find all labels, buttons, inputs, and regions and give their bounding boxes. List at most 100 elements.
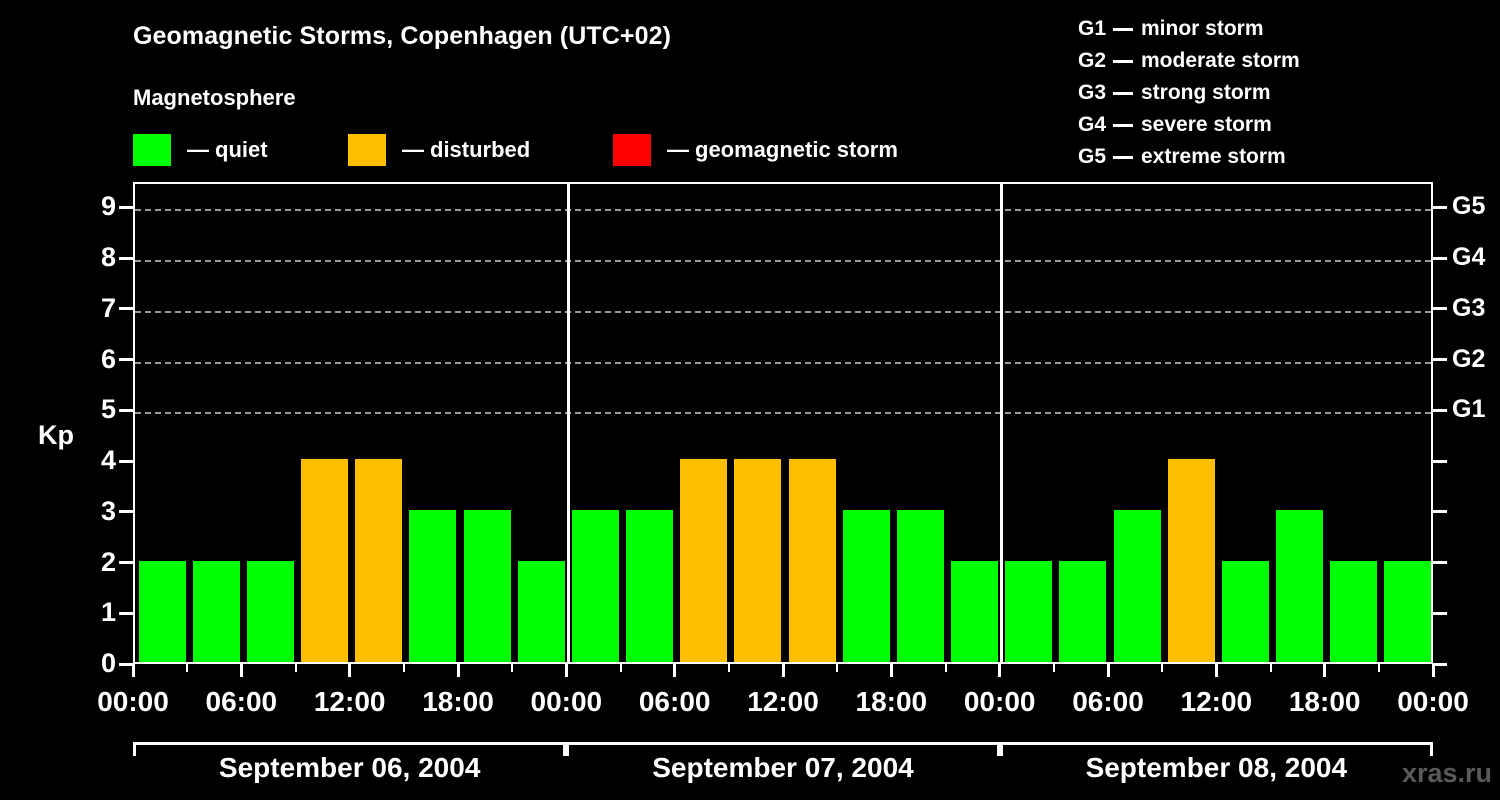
x-tick-9 [619,664,622,672]
bar-day2-interval7 [896,509,944,662]
legend-emdash: — [402,137,424,162]
date-label-1: September 06, 2004 [218,752,481,783]
y-tick-label-1: 1 [100,597,116,628]
bar-day3-interval4 [1167,459,1215,662]
g-scale-text-g4: severe storm [1141,113,1272,136]
g-scale-row-g3: G3 strong storm [1078,77,1300,109]
x-tick-15 [944,664,947,672]
g-scale-code-g5: G5 [1078,145,1107,168]
x-tick-22 [1323,664,1327,677]
y-tick-right-5 [1433,408,1447,412]
right-axis-label-g1: G1 [1452,395,1486,424]
legend-label-quiet: quiet [215,137,268,162]
bar-day3-interval1 [1005,560,1053,662]
y-tick-6 [119,358,133,362]
x-tick-21 [1269,664,1272,672]
y-tick-3 [119,510,133,514]
g-scale-row-g4: G4 severe storm [1078,109,1300,141]
y-tick-label-9: 9 [100,191,116,222]
bar-day1-interval2 [192,560,240,662]
g-scale-text-g5: extreme storm [1141,145,1286,168]
y-tick-label-7: 7 [100,292,116,323]
bar-day1-interval6 [409,509,457,662]
g-scale-dash-icon [1113,155,1133,159]
x-tick-3 [294,664,297,672]
y-tick-label-6: 6 [100,343,116,374]
day-bracket-3 [999,742,1433,756]
bar-day3-interval8 [1384,560,1431,662]
bar-day2-interval2 [626,509,674,662]
y-tick-9 [119,205,133,209]
bar-day1-interval1 [138,560,186,662]
x-tick-label-2: 12:00 [313,686,386,717]
x-tick-label-3: 18:00 [422,686,494,717]
x-tick-label-1: 06:00 [205,686,278,717]
y-tick-0 [119,662,133,666]
g-scale-dash-icon [1113,59,1133,63]
gridline-kp-8 [135,260,1431,263]
bar-day3-interval2 [1059,560,1107,662]
right-axis-label-g2: G2 [1452,344,1486,373]
bar-day1-interval5 [355,459,403,662]
day-separator-1 [566,184,570,662]
y-tick-2 [119,561,133,565]
x-tick-14 [889,664,893,677]
x-tick-label-0: 00:00 [97,686,169,717]
y-tick-label-4: 4 [100,445,116,476]
x-tick-1 [186,664,189,672]
plot-area [133,182,1433,664]
gridline-kp-6 [135,361,1431,364]
y-tick-right-8 [1433,256,1447,260]
day-bracket-2 [566,742,1000,756]
bar-series [135,184,1431,662]
g-scale-code-g1: G1 [1078,17,1107,40]
y-tick-label-0: 0 [100,648,116,678]
x-tick-7 [511,664,514,672]
bar-day2-interval1 [571,509,619,662]
x-tick-label-7: 18:00 [855,686,928,717]
y-tick-right-0 [1433,662,1447,666]
x-tick-6 [456,664,460,677]
bar-day1-interval8 [517,560,565,662]
g-scale-text-g2: moderate storm [1141,49,1300,72]
g-scale-dash-icon [1113,27,1133,31]
y-tick-right-1 [1433,611,1447,615]
y-tick-right-9 [1433,205,1447,209]
x-tick-10 [673,664,677,677]
day-separator-2 [1000,184,1004,662]
y-tick-right-3 [1433,510,1447,514]
x-tick-17 [1052,664,1055,672]
legend-label-geomagnetic-storm: geomagnetic storm [695,137,898,162]
x-tick-19 [1161,664,1164,672]
bar-day2-interval4 [734,459,782,662]
watermark: xras.ru [1401,758,1492,788]
date-label-2: September 07, 2004 [652,752,914,783]
g-scale-row-g1: G1 minor storm [1078,13,1300,45]
x-tick-24 [1431,664,1435,677]
bar-day3-interval3 [1113,509,1161,662]
g-scale-dash-icon [1113,123,1133,127]
x-tick-5 [402,664,405,672]
plot-inner [135,184,1431,662]
x-tick-label-5: 06:00 [638,686,711,717]
y-tick-label-2: 2 [100,546,116,577]
y-tick-4 [119,459,133,463]
y-tick-7 [119,307,133,311]
right-axis-label-g5: G5 [1452,192,1486,221]
date-label-3: September 08, 2004 [1085,752,1348,783]
bar-day3-interval6 [1276,509,1324,662]
x-tick-2 [239,664,243,677]
g-scale-code-g3: G3 [1078,81,1107,104]
y-tick-1 [119,611,133,615]
x-tick-23 [1377,664,1380,672]
legend-swatch-quiet [133,134,171,166]
x-tick-12 [781,664,785,677]
bar-day2-interval5 [788,459,836,662]
y-tick-8 [119,256,133,260]
g-scale-dash-icon [1113,91,1133,95]
x-tick-13 [836,664,839,672]
y-tick-label-8: 8 [100,242,116,273]
legend-emdash: — [187,137,209,162]
bar-day2-interval6 [842,509,890,662]
